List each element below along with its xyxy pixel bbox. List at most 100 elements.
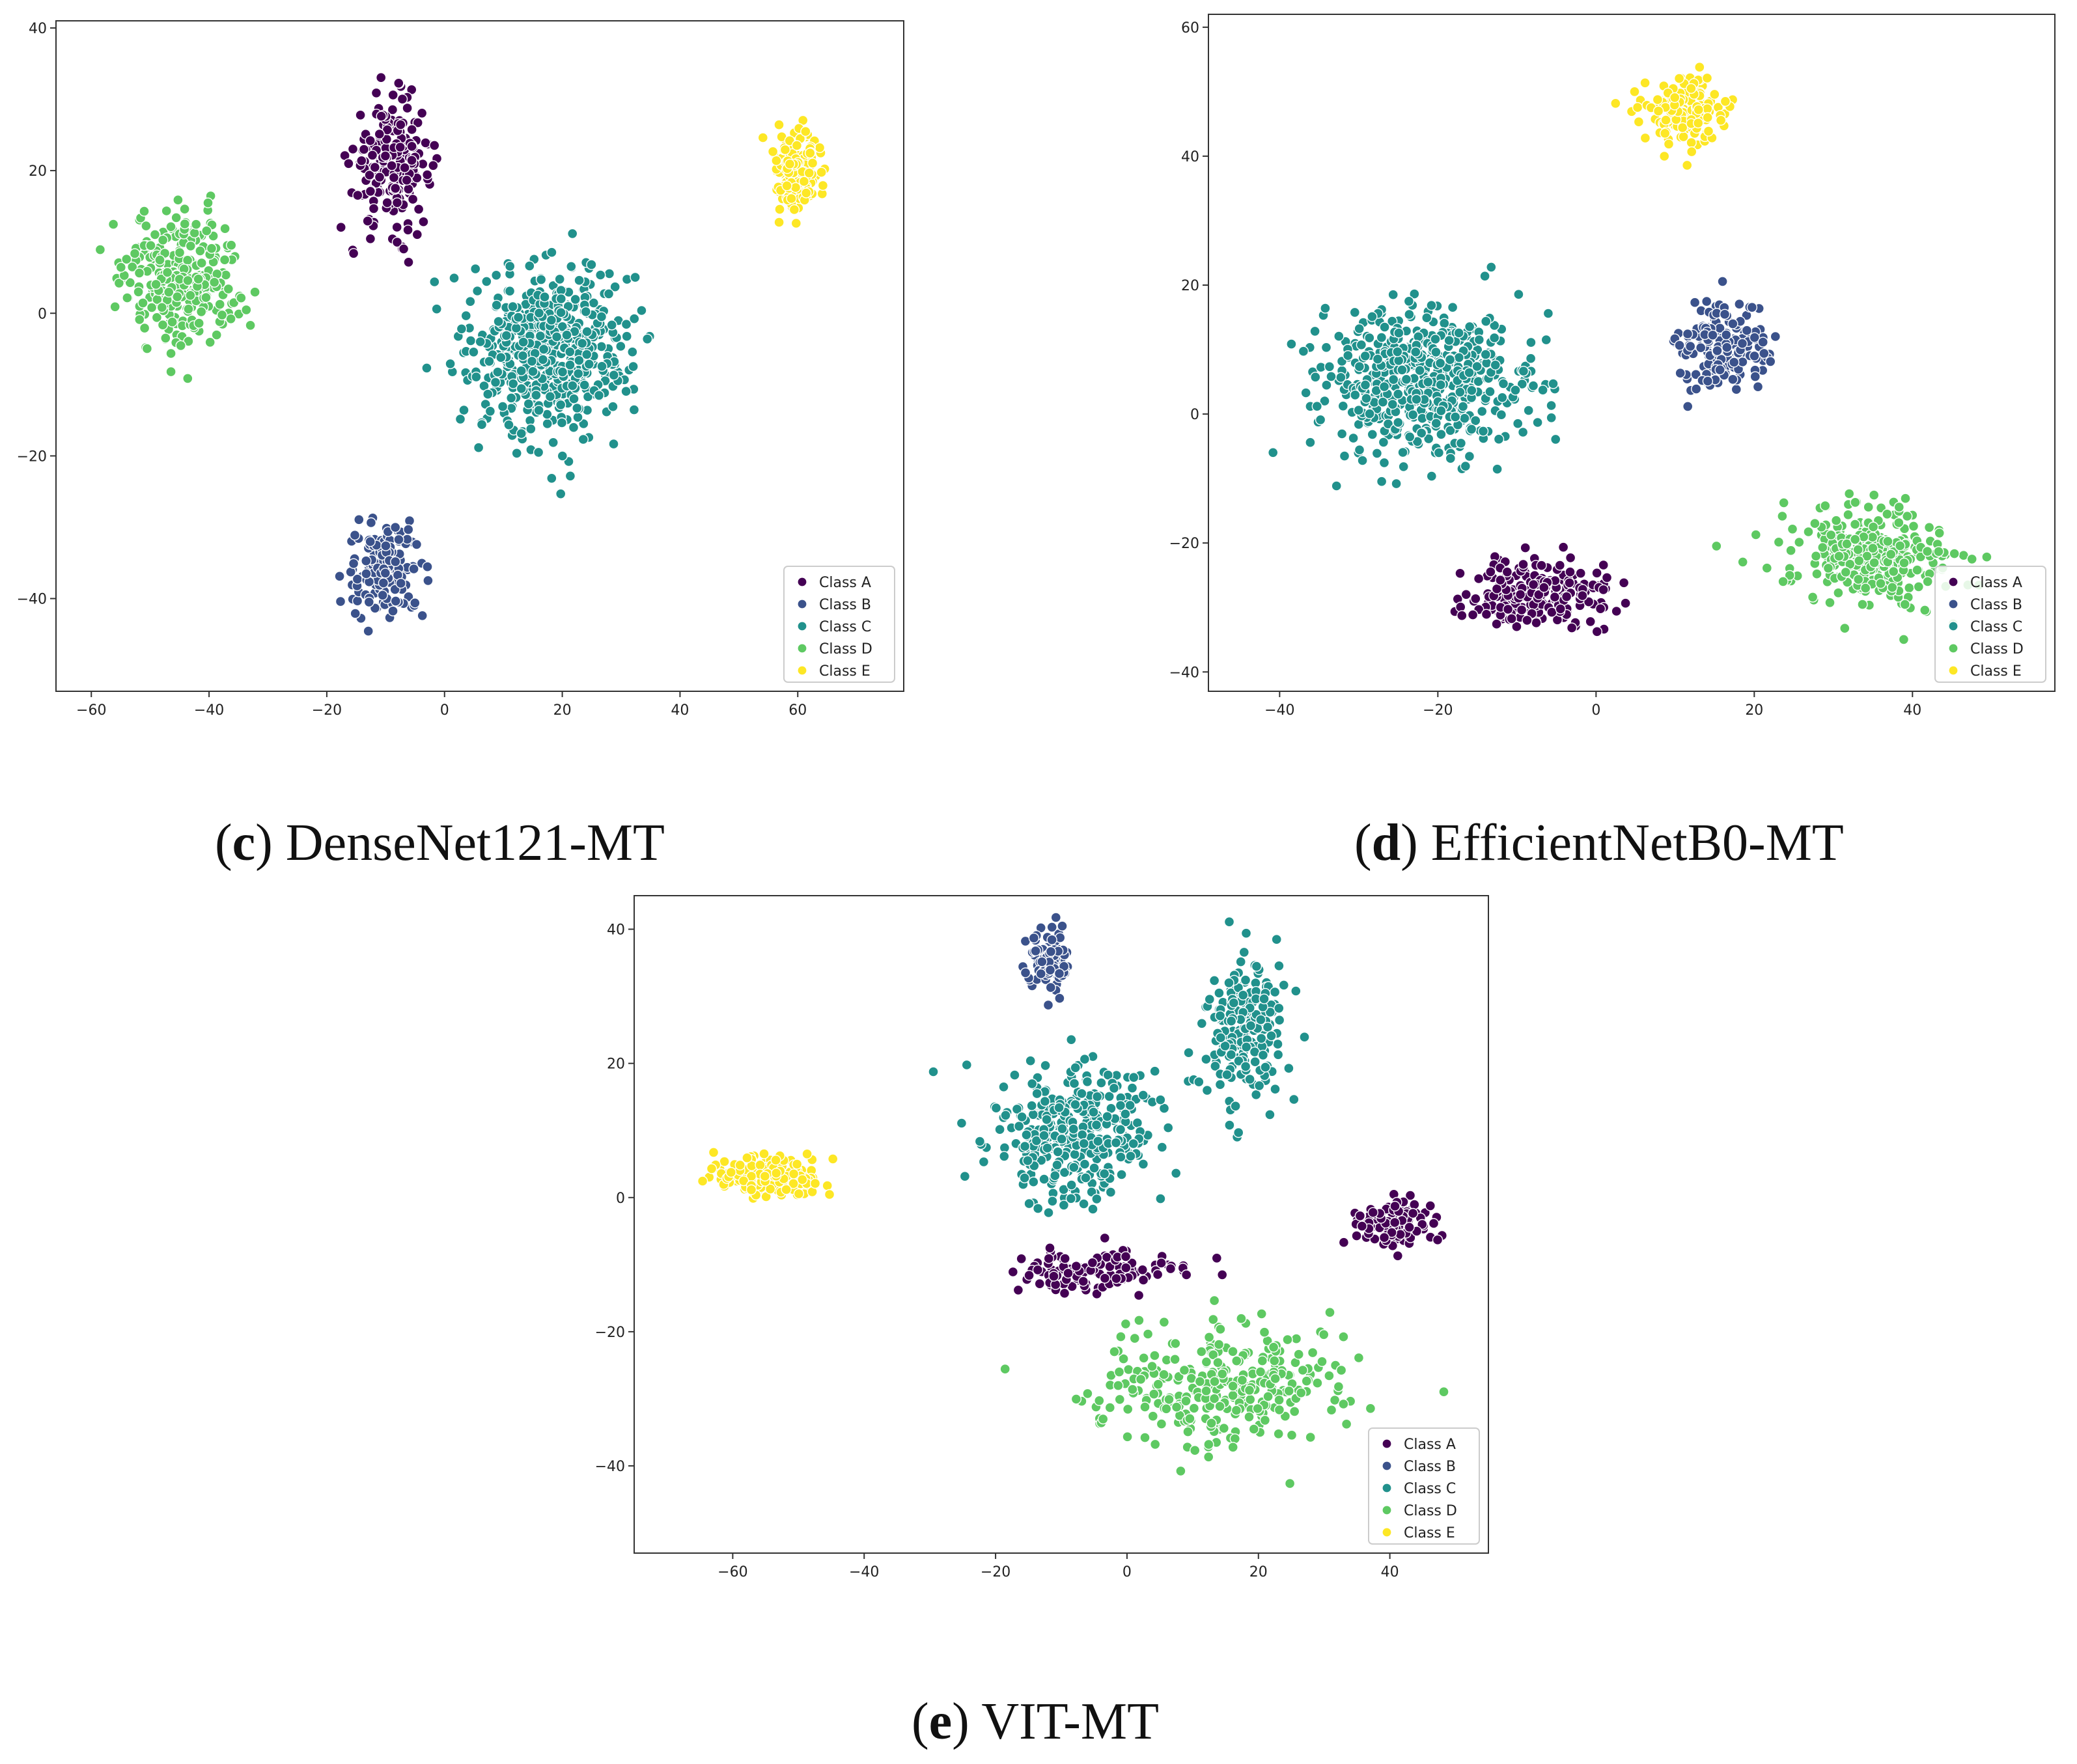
x-tick-label: −60 (718, 1564, 747, 1580)
point-class-b (387, 605, 398, 616)
point-class-e (800, 187, 812, 199)
point-class-c (507, 301, 518, 312)
point-class-a (1585, 616, 1596, 627)
point-class-a (1518, 558, 1529, 570)
point-class-e (764, 1183, 776, 1194)
point-class-a (403, 184, 414, 195)
point-class-c (475, 336, 486, 348)
point-class-a (382, 197, 393, 208)
point-class-a (390, 183, 401, 194)
point-class-d (1438, 1386, 1449, 1398)
point-class-c (1230, 1101, 1241, 1112)
x-tick-label: 60 (788, 702, 807, 719)
point-class-c (573, 368, 584, 379)
point-class-c (1264, 1109, 1275, 1120)
point-class-e (742, 1152, 753, 1163)
point-class-d (1913, 581, 1925, 592)
point-class-c (542, 418, 553, 430)
points-layer (1267, 61, 1992, 645)
legend-box (1368, 1427, 1480, 1545)
point-class-e (822, 1180, 833, 1191)
point-class-c (561, 329, 572, 340)
plot-area (634, 896, 1488, 1553)
point-class-c (1361, 393, 1372, 404)
point-class-a (1032, 1264, 1044, 1276)
point-class-c (1526, 337, 1537, 348)
point-class-d (137, 297, 148, 309)
point-class-d (1312, 1377, 1323, 1388)
point-class-c (1512, 418, 1524, 429)
point-class-b (361, 555, 372, 566)
point-class-d (1268, 1342, 1279, 1353)
point-class-d (1098, 1413, 1109, 1425)
point-class-c (1056, 1133, 1067, 1145)
point-class-c (1214, 1010, 1226, 1021)
point-class-d (1213, 1339, 1225, 1350)
point-class-d (157, 234, 169, 245)
point-class-a (1611, 605, 1622, 617)
point-class-c (524, 260, 535, 271)
point-class-d (163, 286, 174, 297)
point-class-c (620, 386, 632, 397)
point-class-a (386, 160, 397, 171)
point-class-c (1057, 1123, 1068, 1135)
point-class-d (1787, 523, 1798, 534)
point-class-d (133, 286, 144, 297)
point-class-a (1583, 596, 1595, 607)
point-class-d (1244, 1394, 1256, 1405)
point-class-d (1283, 1385, 1295, 1397)
point-class-d (1904, 583, 1915, 594)
point-class-d (1259, 1327, 1270, 1338)
point-class-c (1076, 1088, 1087, 1099)
point-class-d (1923, 522, 1935, 533)
point-class-e (807, 158, 818, 169)
point-class-b (390, 522, 401, 533)
point-class-c (1091, 1120, 1102, 1131)
point-class-c (525, 423, 537, 435)
point-class-b (380, 540, 391, 551)
point-class-c (471, 371, 482, 383)
point-class-d (1888, 566, 1899, 577)
point-class-a (1356, 1220, 1368, 1232)
point-class-c (1259, 993, 1270, 1004)
point-class-d (1921, 545, 1933, 557)
point-class-e (774, 217, 785, 228)
point-class-c (1038, 1174, 1050, 1185)
point-class-d (1893, 517, 1904, 529)
point-class-c (484, 406, 496, 417)
point-class-b (1682, 401, 1694, 412)
point-class-c (1286, 338, 1297, 350)
point-class-a (1506, 613, 1517, 624)
point-class-d (1114, 1394, 1125, 1405)
point-class-c (1457, 401, 1469, 412)
point-class-c (1033, 1203, 1044, 1214)
point-class-a (1566, 622, 1578, 633)
point-class-d (1341, 1418, 1352, 1429)
legend-label-class-d: Class D (819, 641, 872, 657)
point-class-a (1575, 568, 1586, 579)
point-class-b (365, 517, 377, 529)
point-class-a (1502, 603, 1514, 615)
point-class-d (249, 286, 260, 297)
point-class-c (465, 335, 477, 346)
point-class-a (355, 109, 366, 121)
point-class-c (1471, 361, 1483, 372)
point-class-d (1175, 1465, 1186, 1477)
point-class-d (1113, 1366, 1125, 1377)
point-class-a (395, 141, 406, 153)
point-class-c (630, 271, 641, 283)
point-class-a (406, 155, 417, 166)
point-class-a (393, 77, 404, 89)
point-class-a (406, 141, 417, 152)
point-class-b (1674, 340, 1685, 351)
point-class-a (1522, 614, 1533, 626)
legend-marker-class-c (1382, 1483, 1392, 1493)
point-class-d (1882, 536, 1893, 547)
point-class-b (348, 558, 359, 569)
point-class-c (1298, 346, 1309, 357)
point-class-c (1031, 1088, 1042, 1099)
point-class-d (1113, 1380, 1124, 1391)
point-class-d (219, 255, 230, 266)
point-class-a (1165, 1263, 1177, 1275)
point-class-a (1043, 1253, 1054, 1264)
